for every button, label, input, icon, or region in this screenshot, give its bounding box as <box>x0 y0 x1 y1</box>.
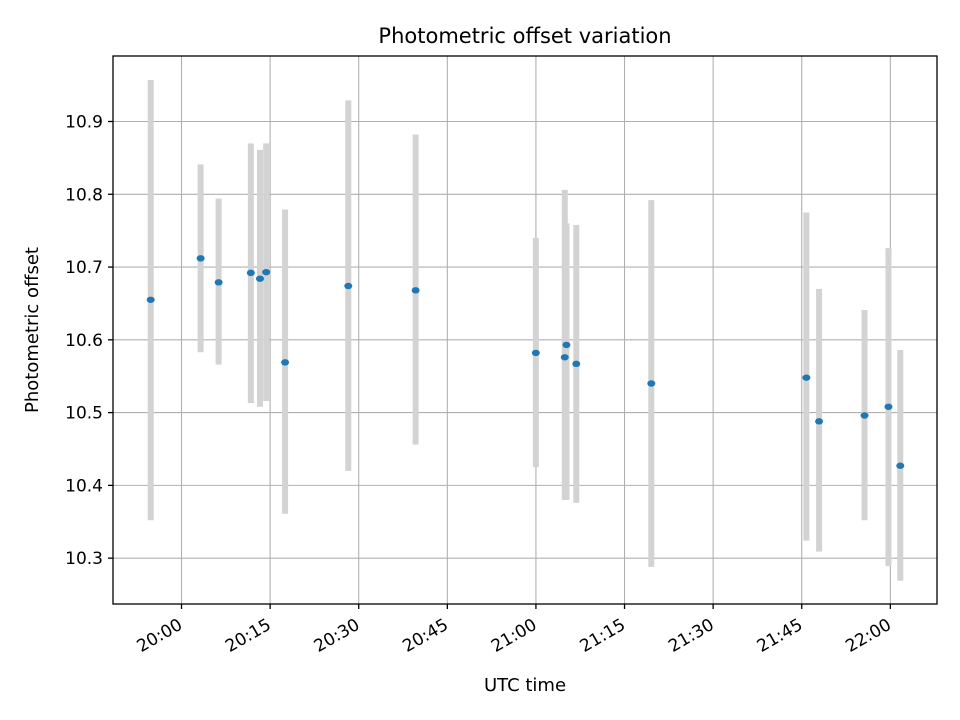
y-tick-label: 10.8 <box>65 185 103 205</box>
data-point <box>214 279 223 286</box>
chart-title: Photometric offset variation <box>378 24 671 48</box>
y-tick-label: 10.6 <box>65 331 103 351</box>
data-point <box>246 269 255 277</box>
x-axis-label: UTC time <box>484 675 566 696</box>
y-tick-label: 10.4 <box>65 476 103 496</box>
y-axis-label: Photometric offset <box>22 247 43 413</box>
y-tick-label: 10.3 <box>65 549 103 569</box>
data-point <box>344 282 353 290</box>
data-point <box>647 380 656 387</box>
data-point <box>896 462 905 469</box>
data-point <box>572 360 581 368</box>
data-point <box>196 255 205 262</box>
data-point <box>802 374 811 381</box>
data-point <box>411 287 420 294</box>
data-point <box>262 268 271 276</box>
data-point <box>815 418 824 425</box>
y-tick-label: 10.9 <box>65 112 103 132</box>
data-point <box>281 359 290 366</box>
data-point <box>146 296 155 303</box>
data-point <box>860 412 869 419</box>
data-points <box>146 255 905 469</box>
data-point <box>884 403 893 410</box>
plot-frame <box>112 55 938 605</box>
data-point <box>531 349 540 357</box>
data-point <box>255 275 264 282</box>
y-axis-ticks: 10.3 10.4 10.5 10.6 10.7 10.8 10.9 <box>65 112 113 569</box>
y-tick-label: 10.7 <box>65 258 103 278</box>
y-tick-label: 10.5 <box>65 404 103 424</box>
data-point <box>562 341 571 349</box>
data-point <box>560 354 569 361</box>
